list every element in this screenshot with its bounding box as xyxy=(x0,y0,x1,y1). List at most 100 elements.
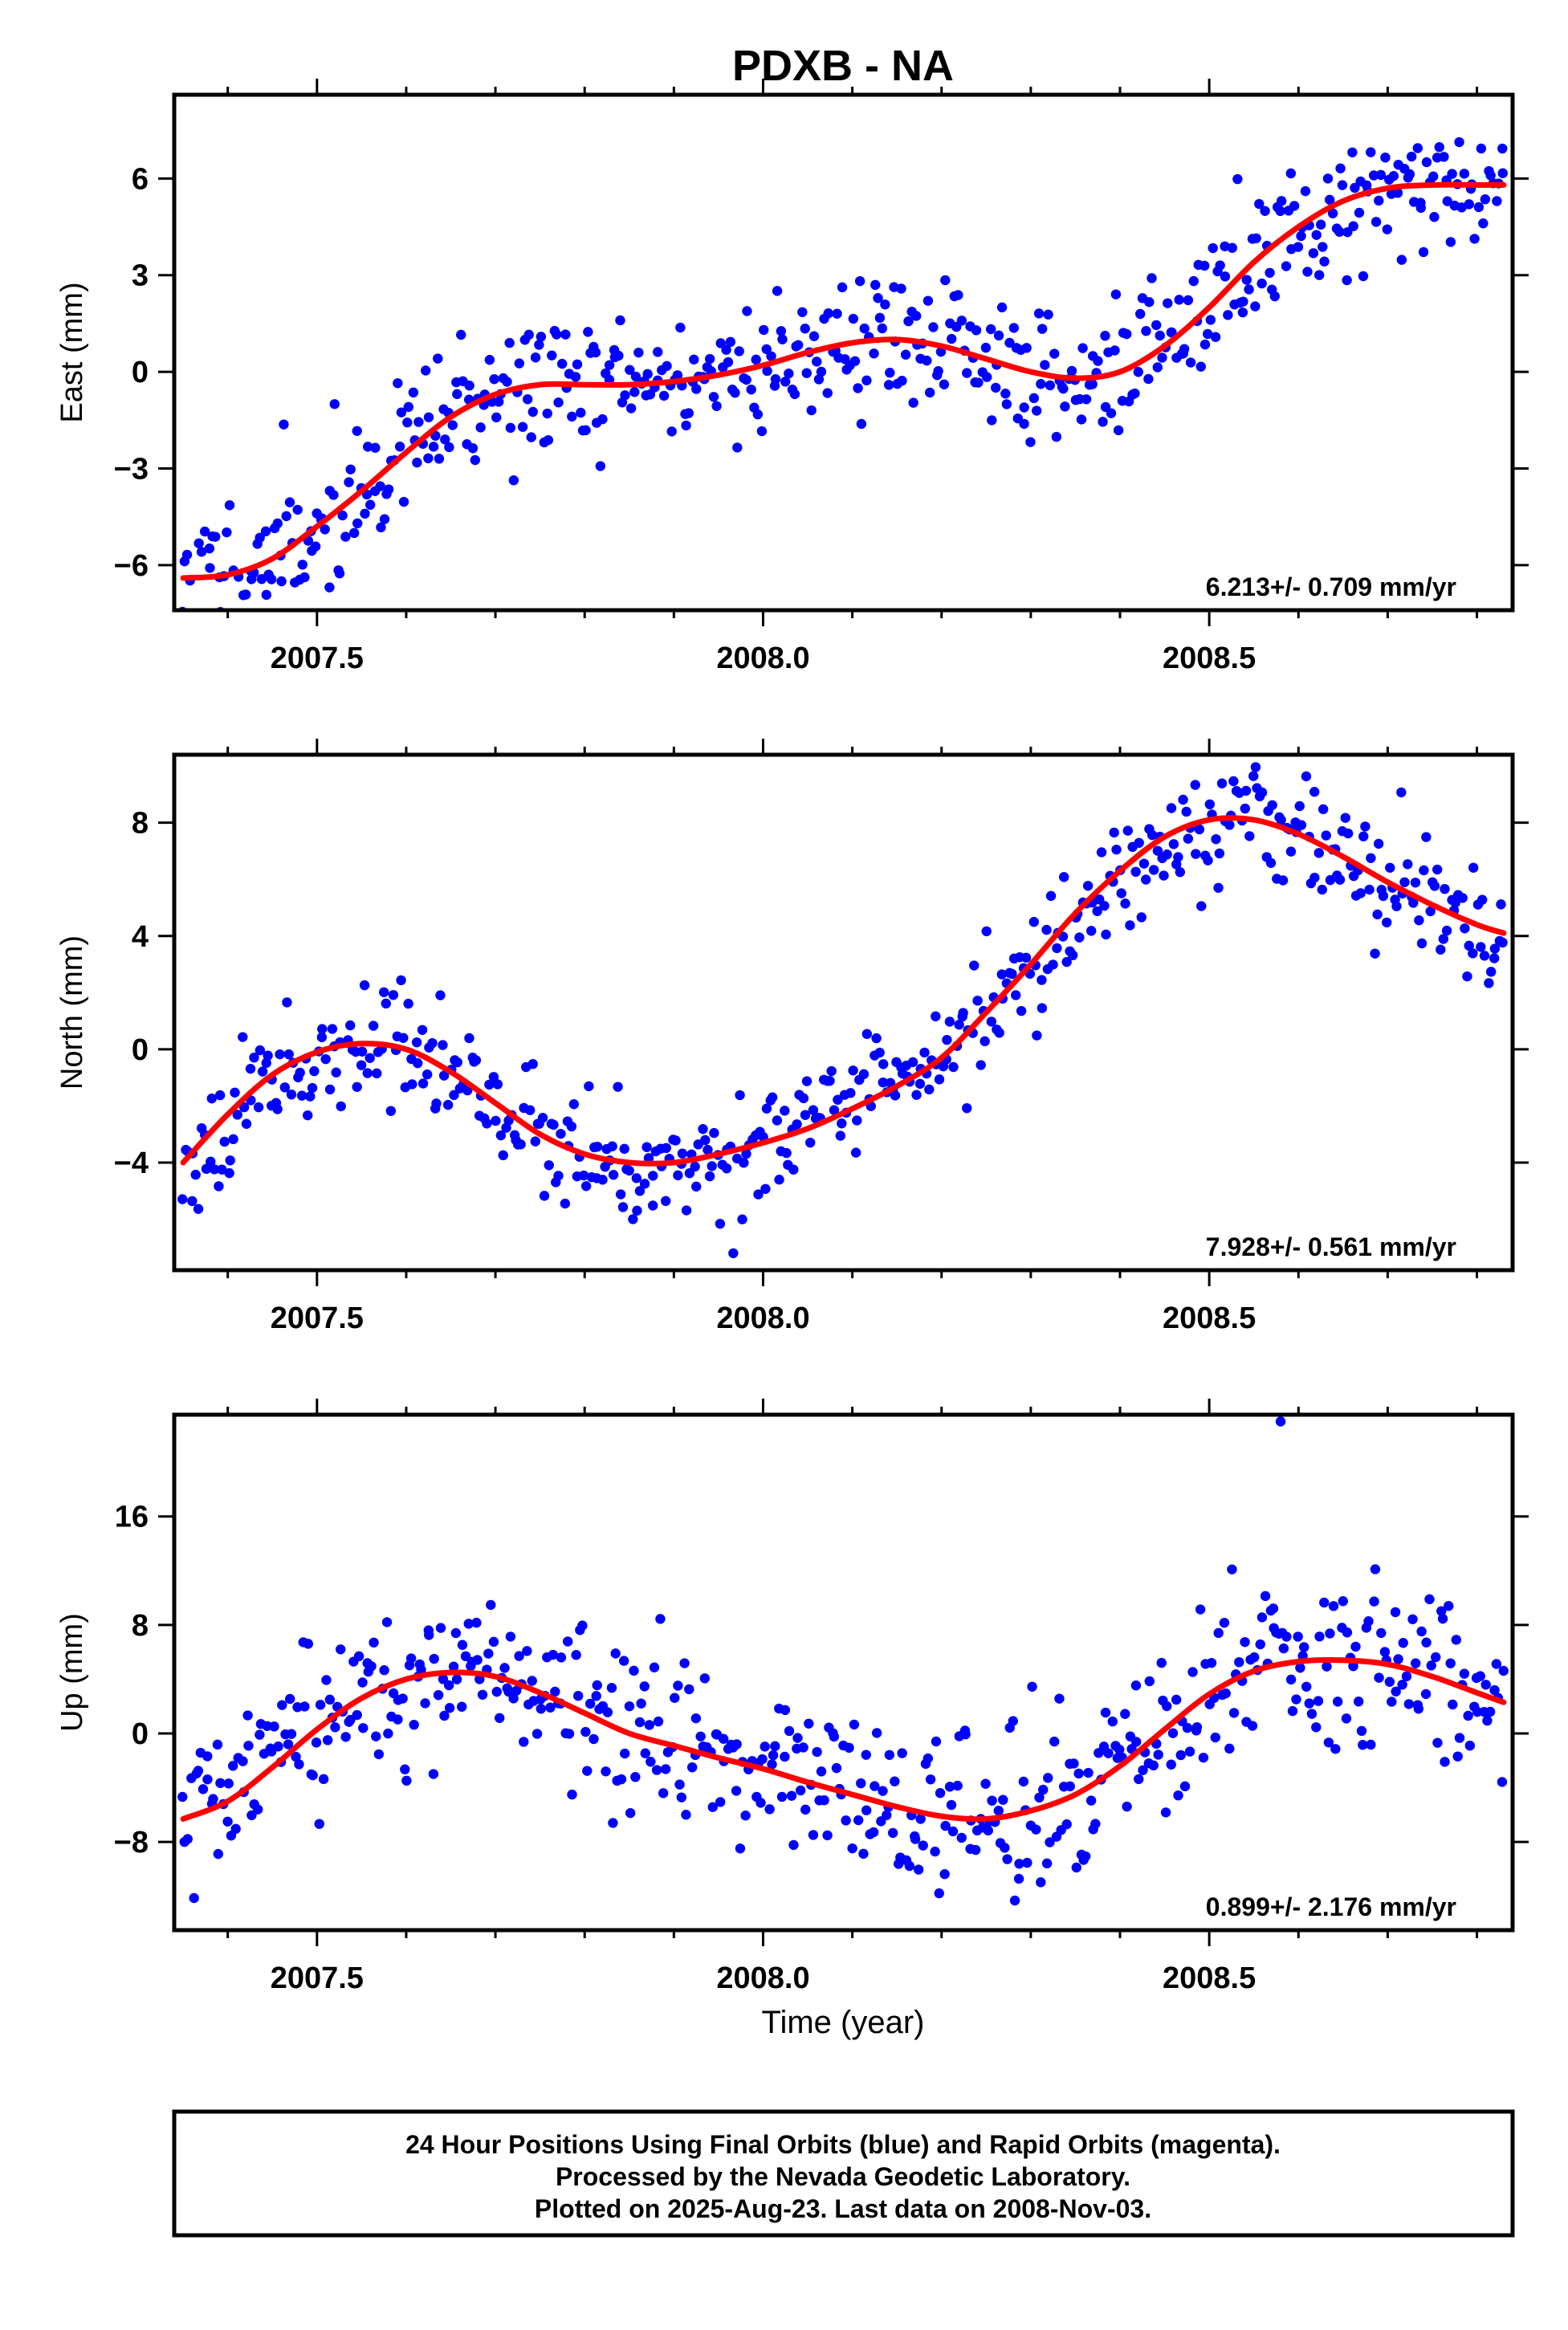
data-point xyxy=(1317,884,1327,895)
data-point xyxy=(760,1183,771,1194)
data-point xyxy=(447,420,458,430)
data-point xyxy=(369,1637,379,1648)
data-point xyxy=(877,323,888,334)
data-point xyxy=(214,1181,224,1191)
data-point xyxy=(1393,1654,1403,1664)
data-point xyxy=(784,1725,795,1737)
data-point xyxy=(861,1750,871,1760)
data-point xyxy=(508,1693,519,1704)
data-point xyxy=(273,1741,283,1752)
data-point xyxy=(320,1053,331,1065)
data-point xyxy=(1185,357,1196,368)
data-point xyxy=(202,1774,213,1785)
data-point xyxy=(1350,1641,1361,1652)
data-point xyxy=(504,337,515,348)
data-point xyxy=(358,1723,369,1733)
data-point xyxy=(873,293,883,303)
data-point xyxy=(1045,1837,1055,1847)
data-point xyxy=(822,388,833,398)
data-point xyxy=(283,1049,294,1060)
data-point xyxy=(633,347,644,358)
data-point xyxy=(372,1068,382,1079)
data-point xyxy=(868,1827,879,1838)
data-point xyxy=(357,1677,368,1688)
data-point xyxy=(1151,320,1162,331)
x-tick-label: 2008.5 xyxy=(1163,642,1256,675)
data-point xyxy=(1314,1631,1325,1642)
data-point xyxy=(1413,1704,1424,1714)
data-point xyxy=(746,384,756,395)
data-point xyxy=(703,1144,713,1155)
data-point xyxy=(411,1037,422,1048)
data-point xyxy=(812,356,822,367)
data-point xyxy=(266,574,277,585)
data-point xyxy=(755,1798,766,1808)
data-point xyxy=(1191,1721,1203,1733)
data-point xyxy=(582,1766,593,1776)
data-point xyxy=(263,1050,273,1061)
data-point xyxy=(1278,1643,1289,1654)
data-point xyxy=(715,1219,726,1229)
data-point xyxy=(238,1756,248,1766)
data-point xyxy=(1083,1767,1094,1778)
data-point xyxy=(792,1733,803,1743)
data-point xyxy=(1497,168,1508,178)
chart-title: PDXB - NA xyxy=(732,42,954,90)
data-point xyxy=(475,422,486,433)
data-point xyxy=(1276,196,1287,206)
data-point xyxy=(299,572,310,583)
data-point xyxy=(336,1101,346,1112)
data-point xyxy=(651,1765,662,1775)
data-point xyxy=(492,1079,503,1090)
data-point xyxy=(939,379,950,389)
data-point xyxy=(255,1045,266,1056)
data-point xyxy=(1313,848,1324,858)
data-point xyxy=(1016,1005,1027,1016)
data-point xyxy=(428,442,439,452)
data-point xyxy=(1027,1681,1037,1692)
data-point xyxy=(393,378,403,389)
data-point xyxy=(1141,326,1151,336)
data-point xyxy=(675,322,686,333)
data-point xyxy=(1034,1792,1045,1803)
data-point xyxy=(522,1646,532,1656)
data-point xyxy=(524,1105,536,1115)
data-point xyxy=(624,1165,634,1176)
data-point xyxy=(731,1786,742,1796)
data-point xyxy=(272,1104,283,1114)
data-point xyxy=(610,1648,621,1659)
data-point xyxy=(737,1214,747,1224)
data-point xyxy=(1426,1660,1436,1671)
data-point xyxy=(1448,1699,1458,1710)
data-point xyxy=(757,1754,768,1765)
data-point xyxy=(884,1750,895,1760)
data-point xyxy=(1138,858,1150,869)
data-point xyxy=(584,1081,594,1092)
data-point xyxy=(934,1888,944,1899)
data-point xyxy=(255,532,265,543)
data-point xyxy=(1484,978,1494,988)
data-point xyxy=(284,497,295,507)
data-point xyxy=(1198,1752,1209,1763)
data-point xyxy=(981,926,992,937)
data-point xyxy=(1043,1773,1053,1783)
data-point xyxy=(1380,153,1391,163)
data-point xyxy=(1289,201,1300,211)
data-point xyxy=(1322,1661,1332,1672)
data-point xyxy=(764,1804,775,1815)
data-point xyxy=(193,1766,204,1776)
data-point xyxy=(527,1676,537,1686)
data-point xyxy=(780,1705,791,1716)
data-point xyxy=(283,1739,294,1750)
data-point xyxy=(241,1118,252,1129)
data-point xyxy=(962,368,972,378)
data-point xyxy=(407,1079,417,1090)
data-point xyxy=(662,360,672,372)
data-point xyxy=(608,1818,618,1828)
data-point xyxy=(1211,833,1221,845)
data-point xyxy=(910,1834,921,1844)
data-point xyxy=(1136,912,1146,923)
data-point xyxy=(224,1167,234,1179)
data-point xyxy=(1445,237,1456,247)
data-point xyxy=(982,372,992,382)
